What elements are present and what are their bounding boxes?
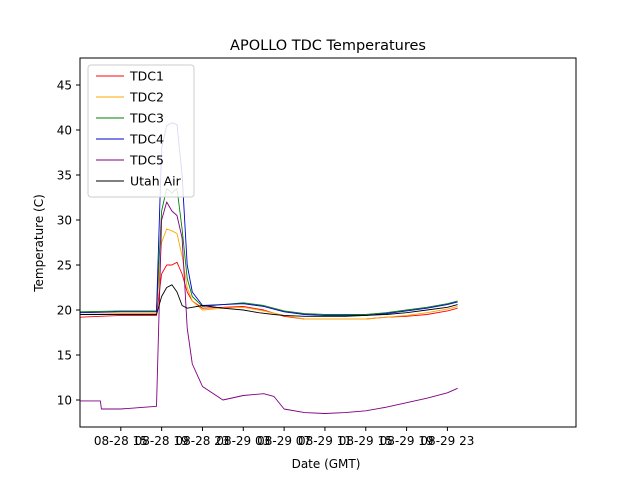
legend: TDC1 TDC2 TDC3 TDC4 TDC5 Utah Air [87, 64, 195, 198]
y-tick-label: 45 [57, 79, 72, 93]
x-tick-label: 08-28 15 [94, 434, 148, 448]
plot-frame [79, 57, 577, 428]
legend-label: TDC5 [129, 153, 164, 168]
legend-label: TDC1 [129, 69, 164, 84]
y-tick-label: 30 [57, 214, 72, 228]
x-tick-label: 08-29 07 [257, 434, 311, 448]
x-tick-label: 08-29 15 [339, 434, 393, 448]
x-tick-label: 08-29 19 [380, 434, 434, 448]
series-line-tdc2 [80, 228, 458, 320]
legend-label: TDC2 [129, 90, 164, 105]
y-tick-label: 25 [57, 259, 72, 273]
legend-label: Utah Air [130, 174, 182, 189]
x-tick-label: 08-28 19 [135, 434, 189, 448]
x-tick-label: 08-29 23 [420, 434, 474, 448]
x-tick-label: 08-29 11 [298, 434, 352, 448]
y-tick-label: 10 [57, 394, 72, 408]
series-line-tdc5 [80, 201, 458, 414]
chart-title: APOLLO TDC Temperatures [230, 38, 426, 54]
y-tick-label: 20 [57, 304, 72, 318]
legend-label: TDC3 [129, 111, 164, 126]
y-tick-label: 35 [57, 169, 72, 183]
y-tick-label: 15 [57, 349, 72, 363]
y-tick-label: 40 [57, 124, 72, 138]
series-line-utah-air [80, 284, 458, 317]
legend-label: TDC4 [129, 132, 164, 147]
y-axis: 10 15 20 25 30 35 40 45 [57, 79, 80, 408]
x-tick-label: 08-28 23 [175, 434, 229, 448]
legend-box [87, 64, 195, 198]
x-axis-title: Date (GMT) [292, 457, 361, 471]
y-axis-title: Temperature (C) [32, 194, 46, 293]
x-tick-label: 08-29 03 [216, 434, 270, 448]
